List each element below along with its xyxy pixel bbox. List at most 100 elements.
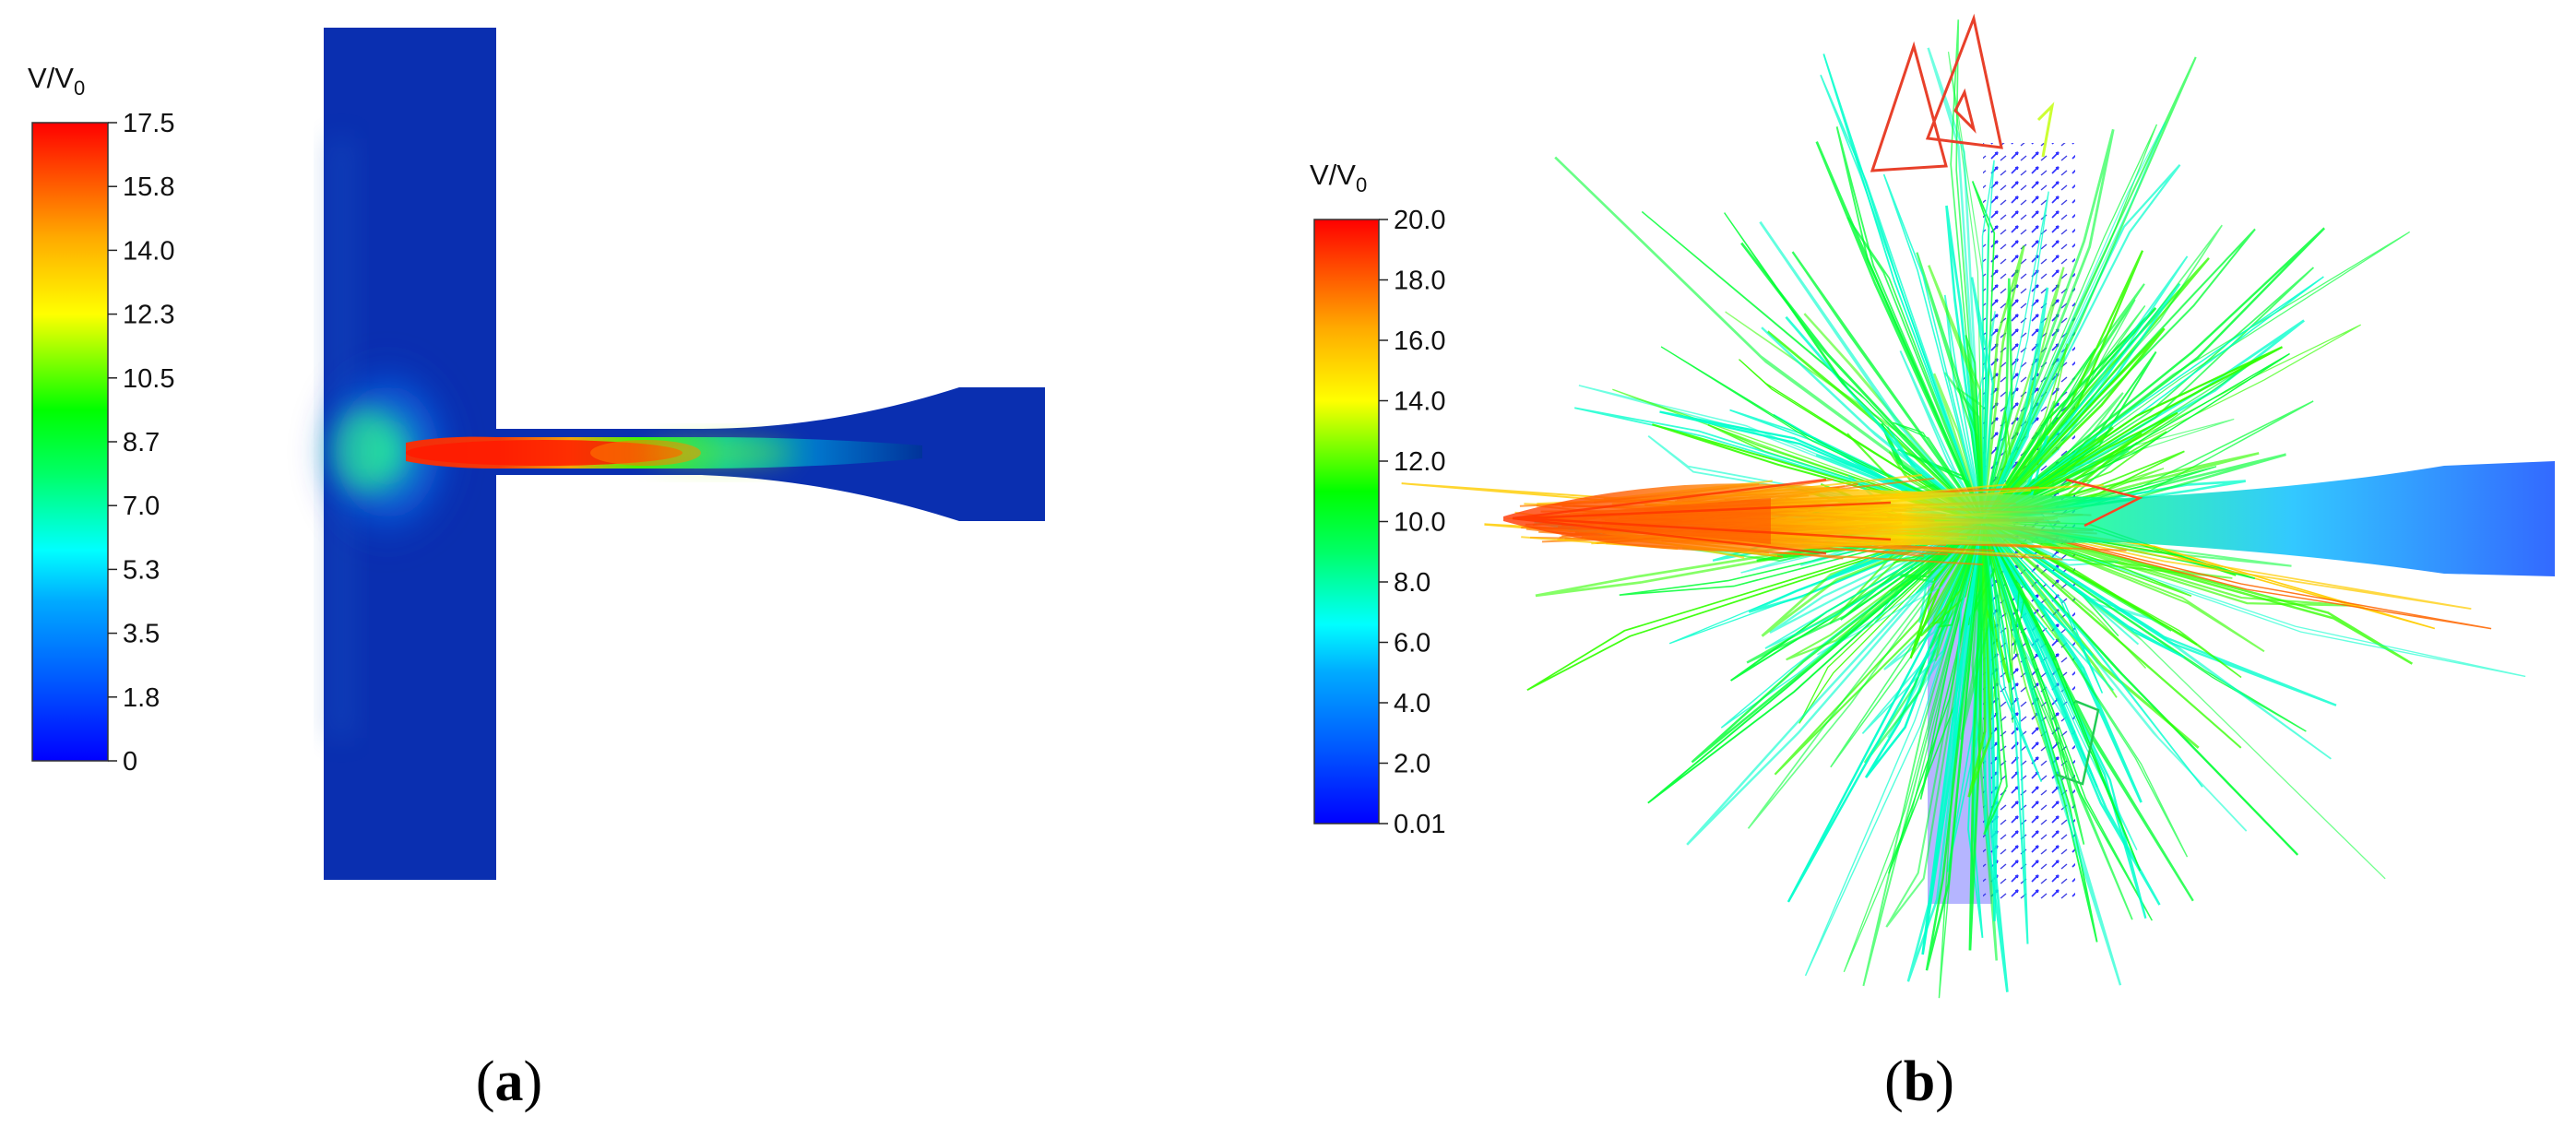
velocity-vector [1929,520,1985,649]
velocity-vector [1982,520,2189,858]
colorbar-tick-label: 18.0 [1394,267,1445,296]
velocity-vector [1817,520,1984,656]
velocity-vector [1885,520,1985,928]
velocity-vector [1899,350,1984,522]
velocity-vector [1982,520,2013,723]
velocity-vector [1943,294,1984,522]
velocity-vector [1786,520,1984,661]
colorbar-tick-label: 20.0 [1394,206,1445,235]
velocity-vector [1798,520,1984,724]
panel-b: V/V0 20.0 18.0 16.0 14.0 12.0 10.0 8.0 6.0 4.0 2.… [1310,13,2555,999]
velocity-vector [1982,227,2325,522]
velocity-vector [1906,520,1985,982]
colorbar-tick-label: 7.0 [123,492,160,521]
velocity-vector [1981,267,2065,522]
velocity-vector [1746,520,1984,664]
colorbar-b-ticks: 20.0 18.0 16.0 14.0 12.0 10.0 8.0 6.0 4.0 2.0 0.01 [1379,206,1445,839]
colorbar-tick-label: 0.01 [1394,810,1445,839]
velocity-vector [1843,520,1984,973]
velocity-vector [1982,343,2069,522]
colorbar-tick-label: 5.3 [123,555,160,585]
colorbar-a-gradient [31,122,109,762]
colorbar-b-title: V/V0 [1310,159,1367,196]
colorbar-tick-label: 6.0 [1394,629,1430,658]
velocity-vector [1931,520,1985,625]
velocity-vector [1982,519,2414,665]
colorbar-a-title: V/V0 [28,62,85,100]
velocity-vector [1764,520,1984,649]
velocity-vector [1967,520,1992,798]
velocity-vector [1982,418,2235,522]
velocity-vector [1959,520,1994,741]
colorbar-tick-label: 14.0 [1394,387,1445,417]
velocity-vector [1691,520,1984,764]
velocity-vector [1893,421,1984,522]
velocity-vector [1982,56,2197,522]
velocity-vector [1578,385,1984,522]
velocity-vector [1982,520,2242,749]
colorbar-a-ticks: 17.5 15.8 14.0 12.3 10.5 8.7 7.0 5.3 3.5 1.8 0 [108,109,174,777]
velocity-vector [1686,520,1984,846]
colorbar-tick-label: 3.5 [123,620,160,649]
velocity-vector [1982,267,2315,522]
colorbar-tick-label: 10.0 [1394,508,1445,538]
velocity-vector [1982,520,2242,679]
velocity-vector [1938,520,1984,999]
velocity-vector [1526,520,1984,691]
colorbar-tick-label: 4.0 [1394,689,1430,718]
velocity-vector [1791,251,1984,522]
colorbar-b-gradient [1313,219,1380,824]
velocity-vector [1739,359,1984,522]
velocity-vector [1820,74,1984,522]
colorbar-tick-label: 2.0 [1394,750,1430,779]
velocity-vector [1981,287,2049,522]
velocity-vector [1759,220,1985,522]
velocity-vector [1982,520,2008,836]
colorbar-tick-label: 14.0 [123,236,174,266]
velocity-vector [1933,373,1985,522]
velocity-vector [1982,520,2472,611]
velocity-vector [1982,520,2526,678]
colorbar-tick-label: 10.5 [123,364,174,394]
velocity-vector [1982,520,2299,856]
velocity-vector [1747,520,1984,829]
velocity-vector [1982,520,2013,681]
panel-label-a: (a) [476,1050,542,1113]
velocity-vector [1982,520,2085,845]
velocity-vector [1981,520,2122,986]
velocity-vector [1982,520,2142,872]
colorbar-tick-label: 0 [123,747,137,777]
velocity-vector [1982,520,2332,760]
velocity-vector [1970,277,1994,522]
velocity-vector [1862,520,1984,987]
velocity-vector [1729,409,1984,522]
velocity-vector [1982,324,2361,522]
velocity-vector [1882,173,1984,522]
velocity-vector [1928,265,1985,522]
velocity-vector [1982,520,2118,698]
colorbar-b: V/V0 20.0 18.0 16.0 14.0 12.0 10.0 8.0 6.0 4.0 2.… [1310,159,1445,839]
velocity-vector [1982,520,2492,630]
velocity-vector [1982,327,2166,522]
velocity-vectors-b [1401,13,2555,999]
velocity-vector [1982,520,2203,788]
velocity-vector [1982,305,2146,522]
velocity-vector [1724,212,1984,522]
colorbar-tick-label: 8.7 [123,428,160,457]
velocity-vector [1830,520,1984,768]
velocity-vector [1574,407,1984,522]
panel-label-b: (b) [1884,1050,1954,1113]
velocity-vector [1967,520,1984,938]
velocity-vector [1982,124,2158,522]
velocity-vector [1982,231,2411,522]
velocity-vector [1554,156,1984,523]
velocity-vector [1982,520,2192,598]
colorbar-tick-label: 17.5 [123,109,174,138]
velocity-vector [1740,242,1984,522]
velocity-vector [1982,224,2223,522]
velocity-vector [1982,392,2124,522]
velocity-vector [1815,141,1985,522]
velocity-vector [1950,19,1984,522]
panel-a: V/V0 17.5 15.8 14.0 12.3 10.5 8.7 7.0 5.3 3.5 1.8… [28,28,1045,880]
velocity-vector [1981,128,2115,522]
